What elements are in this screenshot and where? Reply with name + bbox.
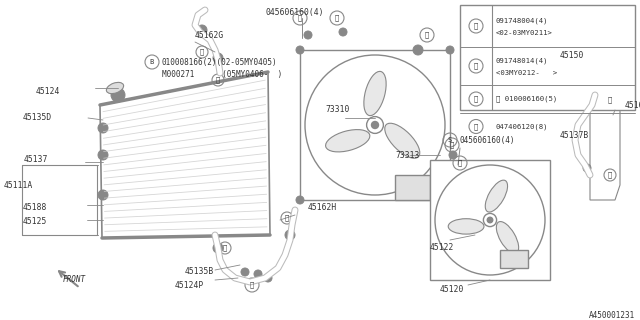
Ellipse shape xyxy=(485,180,508,212)
Bar xyxy=(430,160,550,280)
Circle shape xyxy=(111,88,125,102)
Circle shape xyxy=(449,151,457,159)
Text: ①: ① xyxy=(216,77,220,83)
Text: ②: ② xyxy=(608,172,612,178)
Bar xyxy=(500,250,528,268)
Circle shape xyxy=(304,31,312,39)
Text: ①: ① xyxy=(285,215,289,221)
Bar xyxy=(300,50,450,200)
Circle shape xyxy=(583,164,591,172)
Text: 45150: 45150 xyxy=(560,51,584,60)
Text: ①: ① xyxy=(474,23,478,29)
Text: 45188: 45188 xyxy=(22,204,47,212)
Circle shape xyxy=(413,45,423,55)
Text: ①: ① xyxy=(474,63,478,69)
Text: ③: ③ xyxy=(474,123,478,130)
Circle shape xyxy=(588,98,596,106)
Text: FRONT: FRONT xyxy=(63,276,86,284)
Circle shape xyxy=(254,270,262,278)
Ellipse shape xyxy=(106,82,124,94)
Text: ②: ② xyxy=(458,160,462,166)
Text: 45137B: 45137B xyxy=(560,131,589,140)
Text: 045606160(4): 045606160(4) xyxy=(460,135,515,145)
Text: 047406120(8): 047406120(8) xyxy=(496,123,548,130)
Text: 73310: 73310 xyxy=(325,106,349,115)
Text: A450001231: A450001231 xyxy=(589,310,635,319)
Text: ②: ② xyxy=(425,32,429,38)
Text: ②: ② xyxy=(474,96,478,102)
Ellipse shape xyxy=(364,71,386,116)
Ellipse shape xyxy=(497,221,518,253)
Text: 45162G: 45162G xyxy=(195,30,224,39)
Text: 091748014(4): 091748014(4) xyxy=(496,58,548,64)
Text: 010008166(2)(02-05MY0405): 010008166(2)(02-05MY0405) xyxy=(162,58,278,67)
Circle shape xyxy=(296,196,304,204)
Text: 45124: 45124 xyxy=(36,87,60,97)
Text: <03MY0212-   >: <03MY0212- > xyxy=(496,70,557,76)
Text: 45120: 45120 xyxy=(440,285,465,294)
Text: 45162H: 45162H xyxy=(308,204,337,212)
Polygon shape xyxy=(100,72,270,238)
Ellipse shape xyxy=(385,123,420,158)
Circle shape xyxy=(264,274,272,282)
Circle shape xyxy=(213,243,223,253)
Bar xyxy=(460,5,635,110)
Ellipse shape xyxy=(448,219,484,234)
Text: 091748004(4): 091748004(4) xyxy=(496,18,548,24)
Text: ①: ① xyxy=(200,49,204,55)
Circle shape xyxy=(98,150,108,160)
Ellipse shape xyxy=(326,130,370,152)
Text: Ⓑ 010006160(5): Ⓑ 010006160(5) xyxy=(496,96,557,102)
Circle shape xyxy=(446,46,454,54)
Circle shape xyxy=(98,190,108,200)
Text: 45137: 45137 xyxy=(24,156,48,164)
Text: 45135D: 45135D xyxy=(23,114,52,123)
Text: M000271      (05MY0406-  ): M000271 (05MY0406- ) xyxy=(162,69,282,78)
Circle shape xyxy=(339,28,347,36)
Text: 45125: 45125 xyxy=(22,218,47,227)
Text: 73313: 73313 xyxy=(395,150,419,159)
Text: S: S xyxy=(448,137,452,143)
Circle shape xyxy=(371,122,378,129)
Circle shape xyxy=(213,53,223,63)
Text: 45162A: 45162A xyxy=(625,100,640,109)
Text: 45135B: 45135B xyxy=(185,268,214,276)
Bar xyxy=(22,165,97,235)
Polygon shape xyxy=(590,65,620,200)
Circle shape xyxy=(98,123,108,133)
Text: ②: ② xyxy=(608,97,612,103)
Text: B: B xyxy=(150,59,154,65)
Text: 45111A: 45111A xyxy=(4,180,33,189)
Circle shape xyxy=(296,46,304,54)
Text: ③: ③ xyxy=(250,282,254,288)
Circle shape xyxy=(487,217,493,223)
Circle shape xyxy=(285,230,295,240)
Circle shape xyxy=(197,25,207,35)
Bar xyxy=(395,175,430,200)
Text: ③: ③ xyxy=(335,15,339,21)
Text: ①: ① xyxy=(223,245,227,251)
Text: <02-03MY0211>: <02-03MY0211> xyxy=(496,30,553,36)
Text: 45122: 45122 xyxy=(430,244,454,252)
Circle shape xyxy=(241,268,249,276)
Text: 45124P: 45124P xyxy=(175,281,204,290)
Text: ③: ③ xyxy=(298,15,302,21)
Text: 045606160(4): 045606160(4) xyxy=(265,7,323,17)
Text: ③: ③ xyxy=(450,142,454,148)
